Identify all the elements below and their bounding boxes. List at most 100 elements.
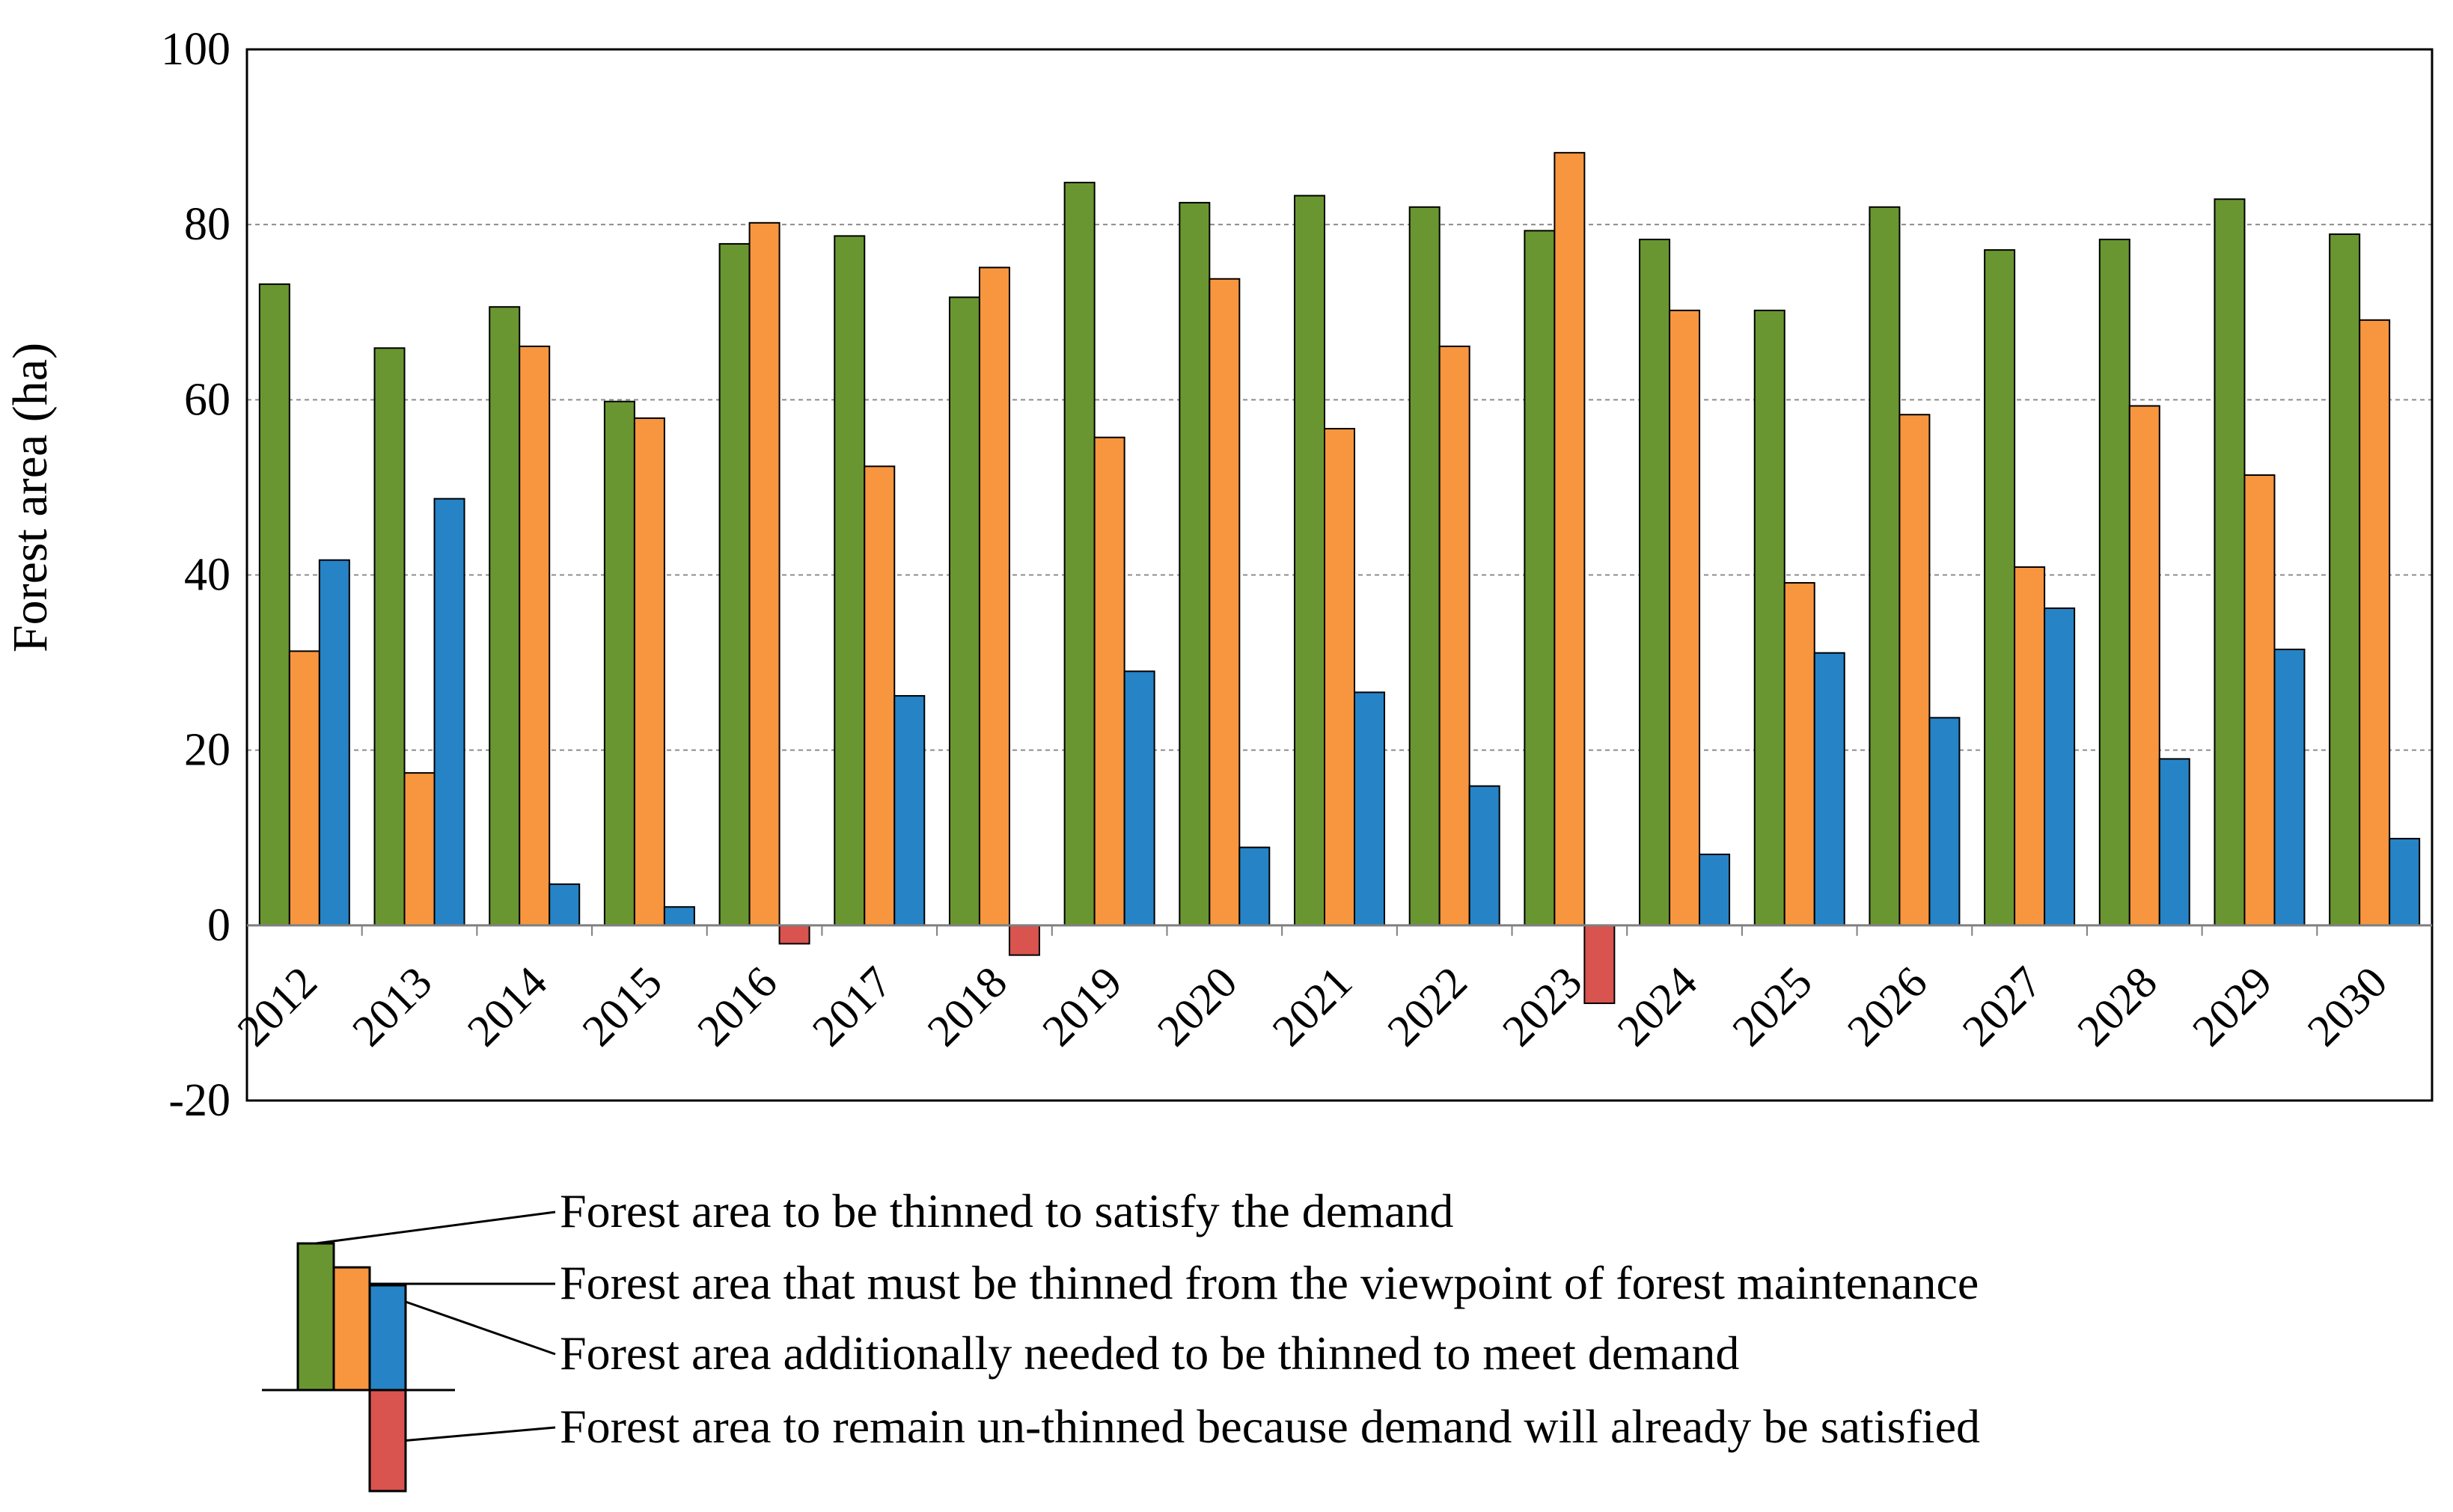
x-tick-label: 2028 (2068, 957, 2166, 1056)
bar (2128, 405, 2160, 926)
bar (2014, 566, 2046, 926)
bar (258, 283, 290, 926)
bar (1699, 853, 1731, 926)
legend-swatch (296, 1242, 335, 1392)
bar (1438, 345, 1470, 926)
x-tick-label: 2019 (1033, 957, 1131, 1056)
bar (864, 465, 896, 926)
legend-leader-line (405, 1426, 556, 1442)
bar (2243, 474, 2276, 926)
bar (2329, 233, 2361, 926)
bar (373, 347, 406, 926)
bar (1753, 309, 1785, 926)
bar (2044, 607, 2076, 926)
x-tick-label: 2025 (1723, 957, 1821, 1056)
x-tick-label: 2013 (343, 957, 442, 1056)
bar (1408, 206, 1441, 926)
bar (2214, 198, 2246, 926)
bar (1063, 181, 1096, 926)
bars (258, 152, 2421, 1005)
bar (403, 772, 436, 926)
bar (489, 306, 521, 926)
legend-label: Forest area that must be thinned from th… (560, 1256, 1979, 1309)
bar (2158, 758, 2190, 926)
legend-swatch (368, 1389, 407, 1493)
x-tick-label: 2023 (1493, 957, 1592, 1056)
x-tick-label: 2018 (918, 957, 1017, 1056)
bar (2389, 837, 2421, 926)
bar (1524, 230, 1556, 926)
bar (2098, 239, 2130, 926)
bar (633, 417, 665, 926)
bar (318, 559, 350, 926)
y-tick-label: 40 (184, 550, 230, 601)
y-tick-label: -20 (168, 1075, 230, 1126)
y-tick-label: 80 (184, 199, 230, 250)
x-tick-label: 2021 (1263, 957, 1362, 1056)
bar (1123, 670, 1155, 926)
legend-label: Forest area to be thinned to satisfy the… (560, 1184, 1453, 1237)
bar (1783, 582, 1815, 926)
bar (663, 906, 695, 926)
bar (1324, 427, 1355, 926)
bar (1238, 846, 1271, 926)
bar (1583, 924, 1616, 1005)
bar (603, 400, 635, 926)
legend-swatch (368, 1284, 407, 1392)
legend-label: Forest area additionally needed to be th… (560, 1326, 1739, 1380)
x-tick-labels: 2012 2013 2014 2015 2016 2017 2018 2019 2020 2021… (228, 957, 2397, 1056)
bar (1179, 201, 1211, 926)
bar (1984, 249, 2016, 926)
axes (245, 48, 2434, 1102)
x-tick-label: 2016 (688, 957, 786, 1056)
x-tick-label: 2029 (2183, 957, 2282, 1056)
x-tick-label: 2024 (1608, 957, 1707, 1056)
bar (1354, 691, 1385, 926)
y-tick-label: 20 (184, 725, 230, 776)
bar (948, 296, 980, 926)
y-tick-label: 0 (207, 900, 230, 951)
bar (288, 650, 320, 926)
bar (718, 242, 751, 926)
bar (1813, 652, 1845, 926)
bar (748, 221, 780, 926)
x-tick-label: 2012 (228, 957, 327, 1056)
bar (1669, 309, 1701, 926)
x-tick-label: 2015 (573, 957, 672, 1056)
bar (978, 266, 1010, 926)
legend-swatch (332, 1266, 371, 1392)
legend-leader-line (315, 1210, 556, 1245)
bar (1093, 436, 1125, 926)
bar (778, 924, 810, 945)
bar (2359, 319, 2391, 926)
bar (1209, 278, 1241, 926)
x-tick-label: 2030 (2298, 957, 2397, 1056)
x-tick-label: 2020 (1148, 957, 1247, 1056)
bar (834, 235, 866, 926)
bar (1869, 206, 1901, 926)
x-tick-label: 2022 (1378, 957, 1476, 1056)
bar (893, 695, 926, 926)
bar (519, 345, 551, 926)
bar (1898, 414, 1931, 926)
legend-leader-line (405, 1300, 556, 1356)
bar (1294, 195, 1325, 926)
bar (2273, 649, 2306, 926)
y-axis-title: Forest area (ha) (3, 343, 58, 652)
x-tick-label: 2026 (1838, 957, 1937, 1056)
y-tick-label: 100 (161, 24, 230, 75)
bar (1639, 239, 1671, 926)
x-tick-label: 2017 (803, 957, 902, 1056)
bar (433, 498, 465, 926)
bar (1928, 717, 1961, 926)
bar (1468, 785, 1500, 926)
bar (549, 883, 581, 926)
y-tick-labels: -20 0 20 40 60 80 100 (161, 24, 230, 1126)
x-tick-label: 2027 (1953, 957, 2052, 1056)
plot-frame (245, 48, 2434, 1102)
bar (1554, 152, 1586, 926)
legend-label: Forest area to remain un-thinned because… (560, 1400, 1980, 1453)
y-tick-label: 60 (184, 374, 230, 425)
